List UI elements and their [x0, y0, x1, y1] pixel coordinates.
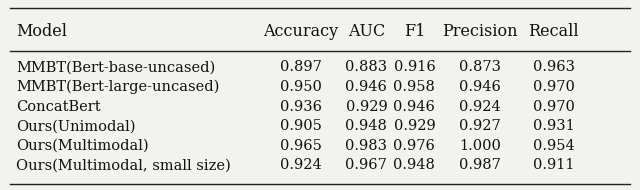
Text: 0.965: 0.965: [280, 139, 322, 153]
Text: MMBT(Bert-large-uncased): MMBT(Bert-large-uncased): [16, 80, 220, 94]
Text: 0.936: 0.936: [280, 100, 322, 114]
Text: 0.927: 0.927: [459, 119, 501, 133]
Text: 0.911: 0.911: [533, 158, 574, 172]
Text: 0.948: 0.948: [346, 119, 387, 133]
Text: 0.958: 0.958: [394, 80, 435, 94]
Text: 0.950: 0.950: [280, 80, 322, 94]
Text: Precision: Precision: [442, 23, 518, 40]
Text: 0.946: 0.946: [346, 80, 387, 94]
Text: 1.000: 1.000: [459, 139, 501, 153]
Text: MMBT(Bert-base-uncased): MMBT(Bert-base-uncased): [16, 60, 215, 74]
Text: 0.946: 0.946: [459, 80, 501, 94]
Text: 0.970: 0.970: [532, 100, 575, 114]
Text: 0.883: 0.883: [346, 60, 387, 74]
Text: 0.916: 0.916: [394, 60, 435, 74]
Text: 0.929: 0.929: [346, 100, 387, 114]
Text: 0.924: 0.924: [459, 100, 501, 114]
Text: Ours(Multimodal): Ours(Multimodal): [16, 139, 148, 153]
Text: 0.987: 0.987: [459, 158, 501, 172]
Text: 0.970: 0.970: [532, 80, 575, 94]
Text: 0.897: 0.897: [280, 60, 322, 74]
Text: 0.963: 0.963: [532, 60, 575, 74]
Text: 0.948: 0.948: [394, 158, 435, 172]
Text: 0.924: 0.924: [280, 158, 322, 172]
Text: Model: Model: [16, 23, 67, 40]
Text: Ours(Unimodal): Ours(Unimodal): [16, 119, 136, 133]
Text: ConcatBert: ConcatBert: [16, 100, 100, 114]
Text: 0.946: 0.946: [394, 100, 435, 114]
Text: 0.873: 0.873: [459, 60, 501, 74]
Text: 0.967: 0.967: [346, 158, 387, 172]
Text: Recall: Recall: [528, 23, 579, 40]
Text: Accuracy: Accuracy: [263, 23, 339, 40]
Text: AUC: AUC: [348, 23, 385, 40]
Text: 0.983: 0.983: [346, 139, 387, 153]
Text: 0.905: 0.905: [280, 119, 322, 133]
Text: 0.931: 0.931: [532, 119, 575, 133]
Text: 0.954: 0.954: [532, 139, 575, 153]
Text: 0.929: 0.929: [394, 119, 435, 133]
Text: F1: F1: [404, 23, 425, 40]
Text: 0.976: 0.976: [394, 139, 435, 153]
Text: Ours(Multimodal, small size): Ours(Multimodal, small size): [16, 158, 231, 172]
